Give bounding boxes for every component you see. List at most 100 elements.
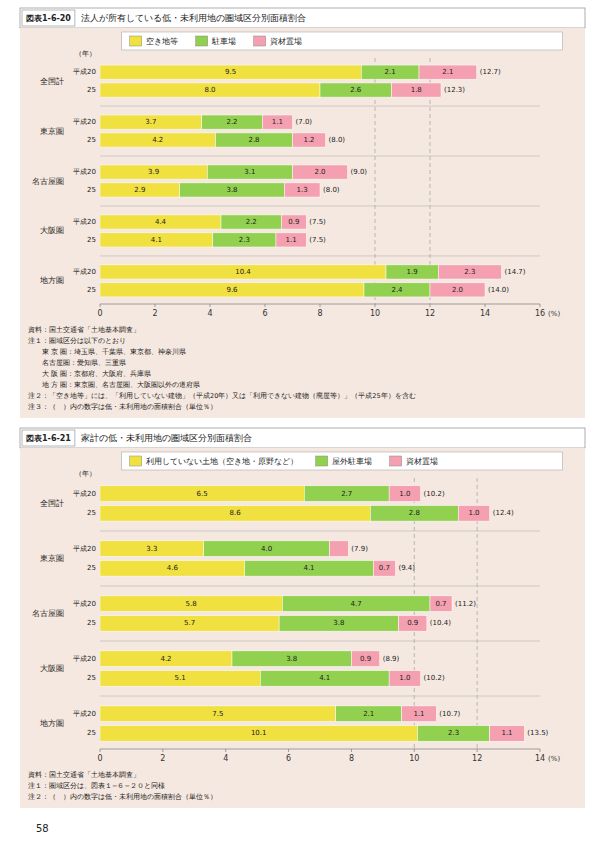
note: 東 京 圏：埼玉県、千葉県、東京都、神奈川県 — [28, 348, 186, 356]
total-label: (7.0) — [296, 118, 313, 126]
data-label: 6.5 — [197, 490, 208, 498]
data-label: 5.7 — [184, 619, 195, 627]
x-axis: 0246810121416(%) — [97, 304, 560, 318]
page-number: 58 — [36, 823, 49, 834]
x-tick — [155, 304, 156, 307]
group-separator — [100, 641, 540, 642]
data-label: 0.9 — [288, 218, 299, 226]
total-label: (9.0) — [351, 168, 368, 176]
category-label: 25 — [87, 86, 96, 94]
bar-segment — [392, 83, 442, 97]
data-label: 2.1 — [363, 710, 374, 718]
x-tick-label: 12 — [472, 754, 482, 763]
data-label: 1.0 — [399, 674, 410, 682]
group-label: 東京圏 — [40, 127, 64, 136]
figure-number: 図表1-6-21 — [26, 434, 71, 443]
bar-segment — [438, 265, 501, 279]
x-tick-label: 12 — [425, 309, 435, 318]
data-label: 4.4 — [155, 218, 167, 226]
x-tick — [100, 304, 101, 307]
bar-segment — [399, 616, 427, 632]
x-axis: 02468101214(%) — [97, 749, 560, 763]
category-label: 平成20 — [73, 600, 96, 608]
bar-segment — [100, 215, 221, 229]
data-label: 2.2 — [226, 118, 237, 126]
data-label: 3.9 — [148, 168, 159, 176]
data-label: 1.0 — [399, 490, 410, 498]
total-label: (9.4) — [398, 564, 415, 572]
data-label: 1.9 — [407, 268, 418, 276]
category-label: 平成20 — [73, 168, 96, 176]
bar-segment — [419, 65, 477, 79]
legend-swatch — [130, 456, 142, 466]
x-tick-label: 10 — [409, 754, 419, 763]
bar-segment — [100, 726, 417, 742]
legend-label: 資材置場 — [406, 457, 438, 466]
chart-title: 法人が所有している低・未利用地の圏域区分別面積割合 — [81, 13, 306, 23]
group-separator — [100, 106, 540, 107]
bar-segment — [100, 265, 386, 279]
group-separator — [100, 156, 540, 157]
group-label: 名古屋圏 — [32, 609, 64, 618]
group-label: 名古屋圏 — [32, 177, 64, 186]
bar-segment — [430, 596, 452, 612]
total-label: (13.5) — [527, 729, 548, 737]
data-label: 8.0 — [204, 86, 215, 94]
group-separator — [100, 696, 540, 697]
group-label: 地方圏 — [39, 276, 64, 285]
x-tick-label: 6 — [262, 309, 267, 318]
category-label: 25 — [87, 136, 96, 144]
bar-segment — [100, 486, 304, 502]
bar-segment — [284, 183, 320, 197]
group-separator — [100, 530, 540, 531]
bar-segment — [100, 83, 320, 97]
bar-segment — [304, 486, 389, 502]
data-label: 0.9 — [360, 655, 371, 663]
x-tick-label: 14 — [535, 754, 545, 763]
category-label: 平成20 — [73, 68, 96, 76]
bar-segment — [417, 726, 489, 742]
data-label: 2.0 — [314, 168, 325, 176]
x-tick — [100, 749, 101, 752]
x-tick — [162, 749, 163, 752]
legend-box — [122, 32, 563, 50]
total-label: (12.3) — [444, 86, 465, 94]
bar-segment — [202, 115, 263, 129]
x-tick — [414, 749, 415, 752]
bar-segment — [245, 561, 374, 577]
category-label: 平成20 — [73, 268, 96, 276]
data-label: 2.9 — [134, 186, 145, 194]
x-tick-label: 0 — [97, 309, 102, 318]
data-label: 5.1 — [175, 674, 186, 682]
legend-swatch — [196, 36, 208, 46]
y-axis-label: （年） — [75, 50, 96, 58]
x-axis-label: (%) — [548, 755, 560, 763]
group-label: 東京圏 — [40, 554, 64, 563]
bar-segment — [293, 133, 326, 147]
total-label: (12.7) — [480, 68, 501, 76]
category-label: 25 — [87, 236, 96, 244]
data-label: 2.3 — [448, 729, 459, 737]
data-label: 2.2 — [246, 218, 257, 226]
panel-background — [20, 28, 585, 418]
group-label: 全国計 — [40, 77, 64, 86]
bar-segment — [351, 651, 379, 667]
x-tick — [540, 749, 541, 752]
category-label: 25 — [87, 509, 96, 517]
notes: 資料：国土交通省「土地基本調査」注１：圏域区分は以下のとおり 東 京 圏：埼玉県… — [28, 326, 416, 411]
data-label: 9.5 — [225, 68, 236, 76]
total-label: (10.4) — [430, 619, 451, 627]
data-label: 4.6 — [167, 564, 179, 572]
x-tick-label: 10 — [370, 309, 380, 318]
data-label: 1.2 — [303, 136, 314, 144]
bars — [100, 65, 502, 297]
bar-segment — [282, 215, 307, 229]
bar-segment — [207, 165, 292, 179]
bar-segment — [430, 283, 485, 297]
category-label: 25 — [87, 564, 96, 572]
chart-panel: 図表1-6-20法人が所有している低・未利用地の圏域区分別面積割合空き地等駐車場… — [20, 8, 585, 418]
data-label: 3.8 — [333, 619, 344, 627]
legend-swatch — [130, 36, 142, 46]
data-label: 2.6 — [350, 86, 362, 94]
total-label: (11.2) — [455, 600, 476, 608]
